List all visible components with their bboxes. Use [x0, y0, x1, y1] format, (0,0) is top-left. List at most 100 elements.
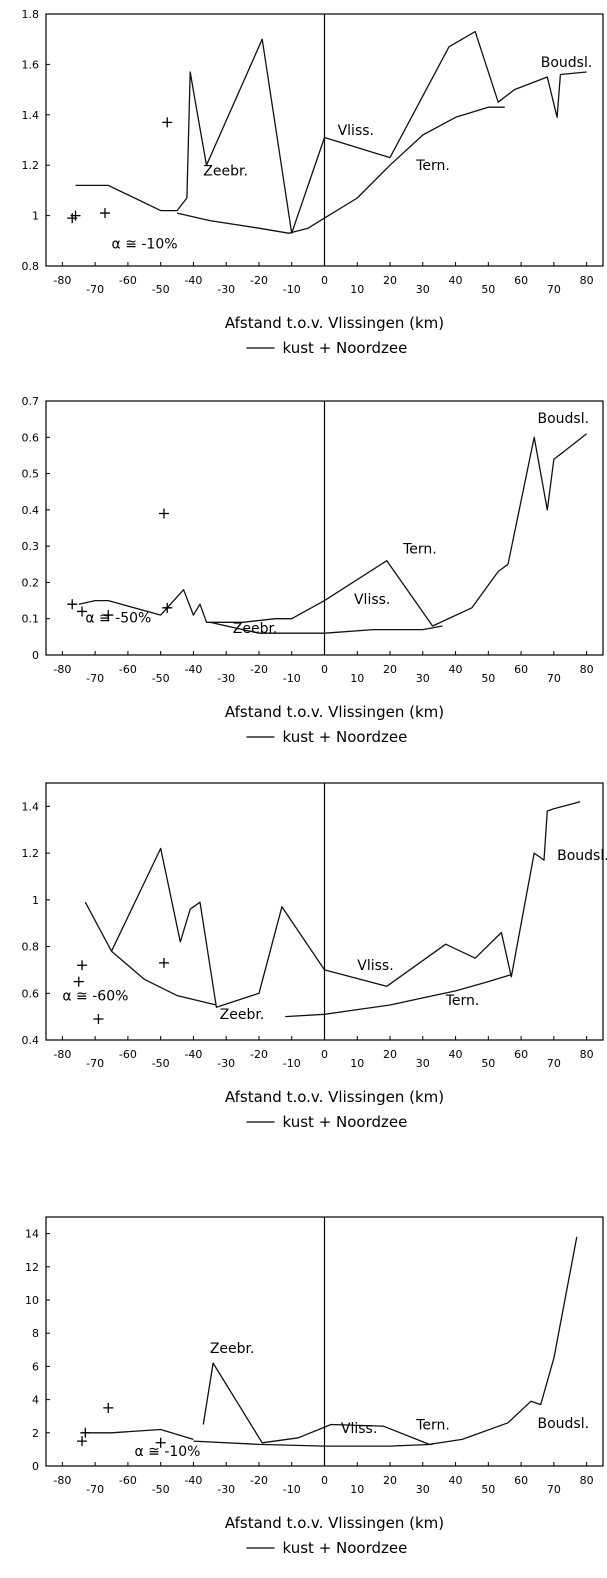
x-tick-label: 10 [350, 1057, 364, 1070]
y-tick-label: 1.4 [22, 800, 40, 813]
x-tick-label: -30 [217, 283, 235, 296]
data-point-marker [158, 508, 169, 519]
y-tick-label: 0.6 [22, 431, 40, 444]
annotation-label: Tern. [445, 993, 480, 1009]
x-tick-label: -10 [283, 672, 301, 685]
y-tick-label: 4 [32, 1394, 39, 1407]
x-tick-label: 20 [383, 663, 397, 676]
x-tick-label: -60 [119, 1048, 137, 1061]
x-tick-label: -50 [152, 1483, 170, 1496]
x-tick-label: 60 [514, 1474, 528, 1487]
x-tick-label: 40 [449, 1474, 463, 1487]
x-tick-label: 30 [416, 1057, 430, 1070]
x-tick-label: 70 [547, 1057, 561, 1070]
x-tick-label: -60 [119, 663, 137, 676]
data-point-marker [99, 208, 110, 219]
legend-label: kust + Noordzee [283, 1113, 408, 1131]
x-axis-title: Afstand t.o.v. Vlissingen (km) [225, 703, 444, 721]
x-tick-label: -80 [53, 1474, 71, 1487]
annotation-label: Vliss. [354, 592, 390, 608]
y-tick-label: 0.8 [22, 941, 40, 954]
x-tick-label: 50 [481, 1057, 495, 1070]
x-tick-label: 50 [481, 1483, 495, 1496]
x-tick-label: -40 [184, 663, 202, 676]
annotation-label: Vliss. [357, 958, 393, 974]
annotation-label: Zeebr. [220, 1007, 265, 1023]
x-tick-label: 50 [481, 283, 495, 296]
x-tick-label: -50 [152, 283, 170, 296]
x-tick-label: -20 [250, 1474, 268, 1487]
data-point-marker [70, 210, 81, 221]
annotation-label: α ≅ -60% [62, 988, 128, 1004]
legend-label: kust + Noordzee [283, 728, 408, 746]
series-line-2 [176, 106, 505, 234]
data-point-marker [73, 976, 84, 987]
y-tick-label: 1.2 [22, 159, 40, 172]
x-tick-label: -10 [283, 1483, 301, 1496]
x-tick-label: -40 [184, 274, 202, 287]
y-tick-label: 1 [32, 894, 39, 907]
annotation-label: α ≅ -50% [85, 610, 151, 626]
y-tick-label: 0.1 [22, 613, 40, 626]
x-tick-label: -20 [250, 663, 268, 676]
chart-panel-3: 0.4 0.6 0.8 1 1.2 1.4 -80 -70 -60 -50 -40 -30 -20 -10… [22, 782, 607, 1131]
annotation-label: Boudsl. [537, 411, 589, 427]
y-tick-label: 2 [32, 1427, 39, 1440]
annotation-label: Tern. [415, 1417, 450, 1433]
chart-panel-4: 0 2 4 6 8 10 12 14 -80 -70 -60 -50 -40 -30 -20 -10 0 10 20… [25, 1216, 604, 1557]
x-tick-label: 80 [580, 1048, 594, 1061]
x-tick-label: -30 [217, 1057, 235, 1070]
x-tick-label: -40 [184, 1474, 202, 1487]
y-tick-label: 0.8 [22, 260, 40, 273]
x-tick-label: -10 [283, 1057, 301, 1070]
series-line-1 [78, 433, 588, 627]
x-tick-label: -60 [119, 274, 137, 287]
x-tick-label: 70 [547, 1483, 561, 1496]
x-tick-label: 60 [514, 1048, 528, 1061]
x-tick-label: 70 [547, 283, 561, 296]
x-tick-label: 60 [514, 663, 528, 676]
series-line-1 [85, 1428, 194, 1441]
x-tick-label: 20 [383, 274, 397, 287]
x-tick-label: 60 [514, 274, 528, 287]
y-tick-label: 1.8 [22, 8, 40, 21]
y-tick-label: 6 [32, 1360, 39, 1373]
x-axis-title: Afstand t.o.v. Vlissingen (km) [225, 314, 444, 332]
series-line-2 [202, 1236, 578, 1446]
x-tick-label: 30 [416, 672, 430, 685]
x-axis-title: Afstand t.o.v. Vlissingen (km) [225, 1088, 444, 1106]
series-line-2 [111, 950, 217, 1006]
x-tick-label: 0 [321, 1474, 328, 1487]
x-tick-label: -60 [119, 1474, 137, 1487]
x-tick-label: -20 [250, 274, 268, 287]
x-tick-label: -70 [86, 672, 104, 685]
series-line-3 [193, 1440, 433, 1447]
x-tick-label: -30 [217, 672, 235, 685]
y-tick-label: 0 [32, 649, 39, 662]
x-tick-label: 30 [416, 283, 430, 296]
data-point-marker [93, 1013, 104, 1024]
x-tick-label: 0 [321, 663, 328, 676]
data-point-marker [162, 117, 173, 128]
y-tick-label: 0.2 [22, 576, 40, 589]
y-tick-label: 12 [25, 1261, 39, 1274]
y-tick-label: 0.6 [22, 987, 40, 1000]
y-tick-label: 1 [32, 210, 39, 223]
data-point-marker [67, 599, 78, 610]
x-tick-label: 50 [481, 672, 495, 685]
annotation-label: Vliss. [338, 123, 374, 139]
y-tick-label: 0 [32, 1460, 39, 1473]
annotation-label: Boudsl. [541, 55, 593, 71]
x-tick-label: -70 [86, 1057, 104, 1070]
y-tick-label: 8 [32, 1327, 39, 1340]
data-point-marker [103, 1402, 114, 1413]
x-tick-label: -80 [53, 1048, 71, 1061]
x-tick-label: 0 [321, 274, 328, 287]
y-tick-label: 0.5 [22, 468, 40, 481]
series-line-2 [209, 621, 443, 634]
chart-panel-1: 0.8 1 1.2 1.4 1.6 1.8 -80 -70 -60 -50 -40 -30 -20 -10… [22, 8, 604, 357]
x-tick-label: 10 [350, 672, 364, 685]
series-line-1 [75, 30, 587, 234]
x-tick-label: 40 [449, 1048, 463, 1061]
x-tick-label: -70 [86, 1483, 104, 1496]
